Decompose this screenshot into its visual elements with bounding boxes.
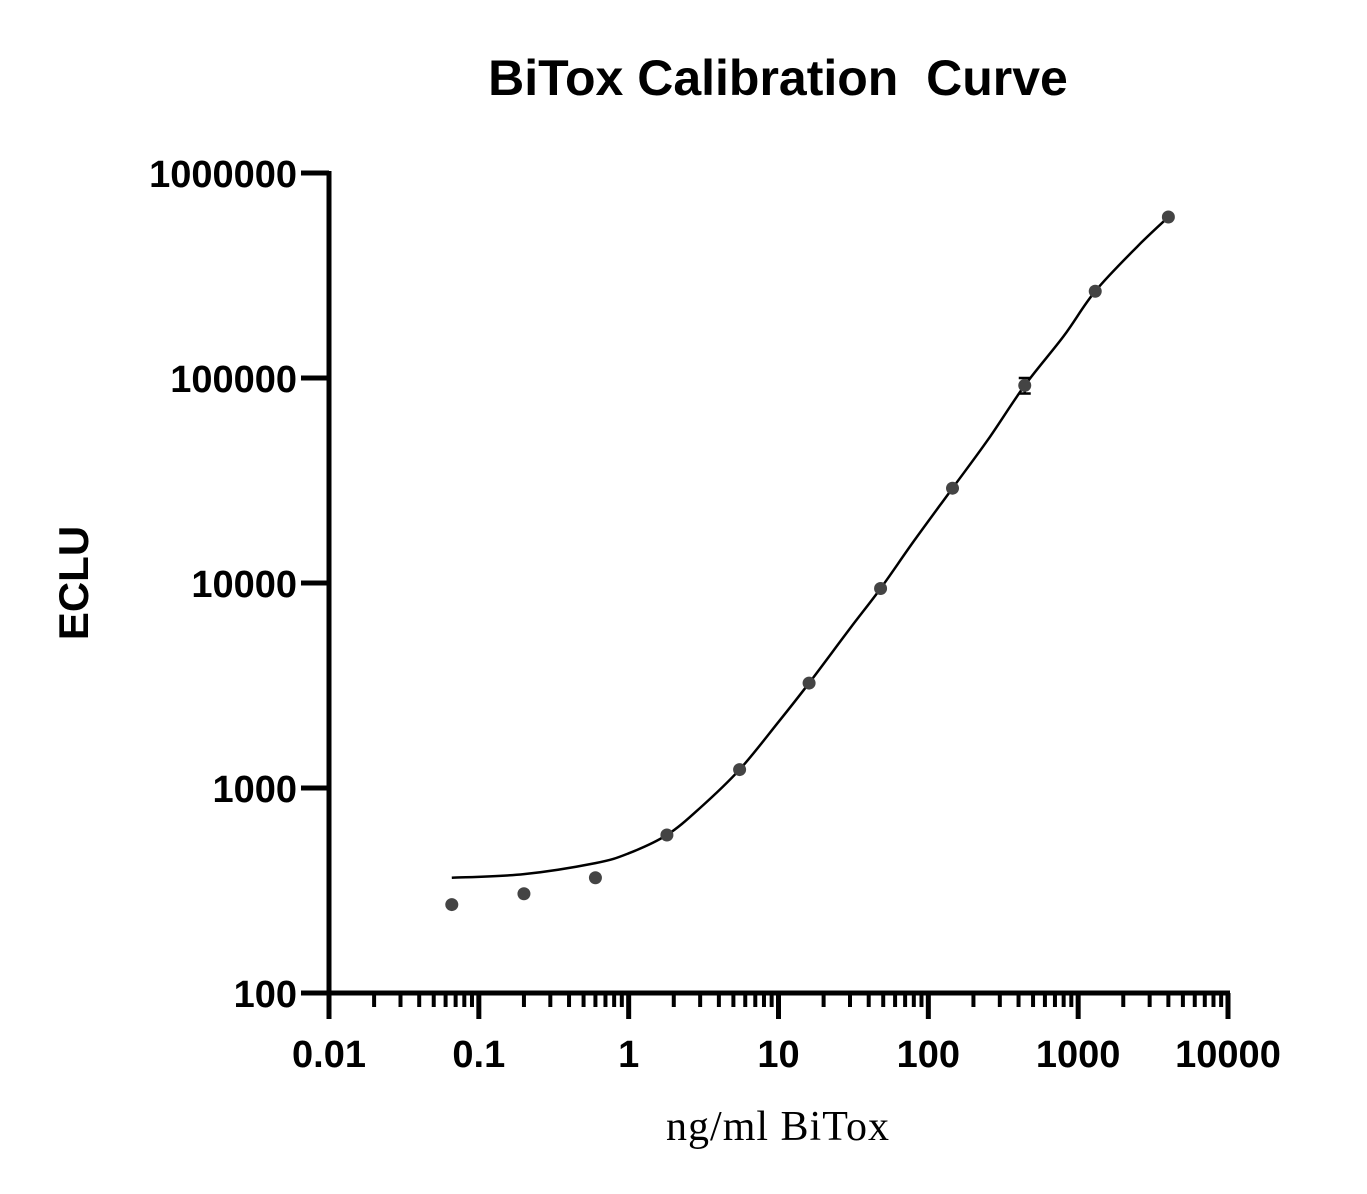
data-point: [445, 898, 459, 912]
y-tick-label: 1000: [212, 769, 297, 811]
x-tick-label: 10: [757, 1034, 799, 1076]
y-axis-label: ECLU: [50, 526, 97, 640]
x-tick-label: 1000: [1036, 1034, 1121, 1076]
data-point: [874, 582, 888, 596]
y-tick-label: 100000: [170, 359, 297, 401]
y-tick-label: 10000: [191, 564, 297, 606]
chart-title: BiTox Calibration Curve: [488, 50, 1068, 106]
x-axis-label: ng/ml BiTox: [666, 1104, 890, 1150]
data-point: [588, 871, 602, 885]
x-tick-label: 0.01: [292, 1034, 366, 1076]
fitted-curve: [451, 216, 1170, 879]
data-point: [733, 763, 747, 777]
data-point: [802, 676, 816, 690]
data-point: [1161, 210, 1175, 224]
data-point: [517, 887, 531, 901]
plot-area: [445, 210, 1175, 912]
y-tick-label: 100: [234, 974, 297, 1016]
y-axis-ticks: 100 1000 10000 100000 1000000: [149, 154, 329, 1016]
x-tick-label: 100: [897, 1034, 960, 1076]
data-point: [660, 828, 674, 842]
data-point: [946, 481, 960, 495]
x-tick-label: 1: [618, 1034, 639, 1076]
data-point: [1088, 284, 1102, 298]
x-axis-ticks: 0.01 0.1 1 10 100 1000 10000: [292, 993, 1281, 1076]
x-tick-label: 0.1: [452, 1034, 505, 1076]
data-point: [1018, 378, 1032, 392]
x-tick-label: 10000: [1175, 1034, 1281, 1076]
y-tick-label: 1000000: [149, 154, 297, 196]
